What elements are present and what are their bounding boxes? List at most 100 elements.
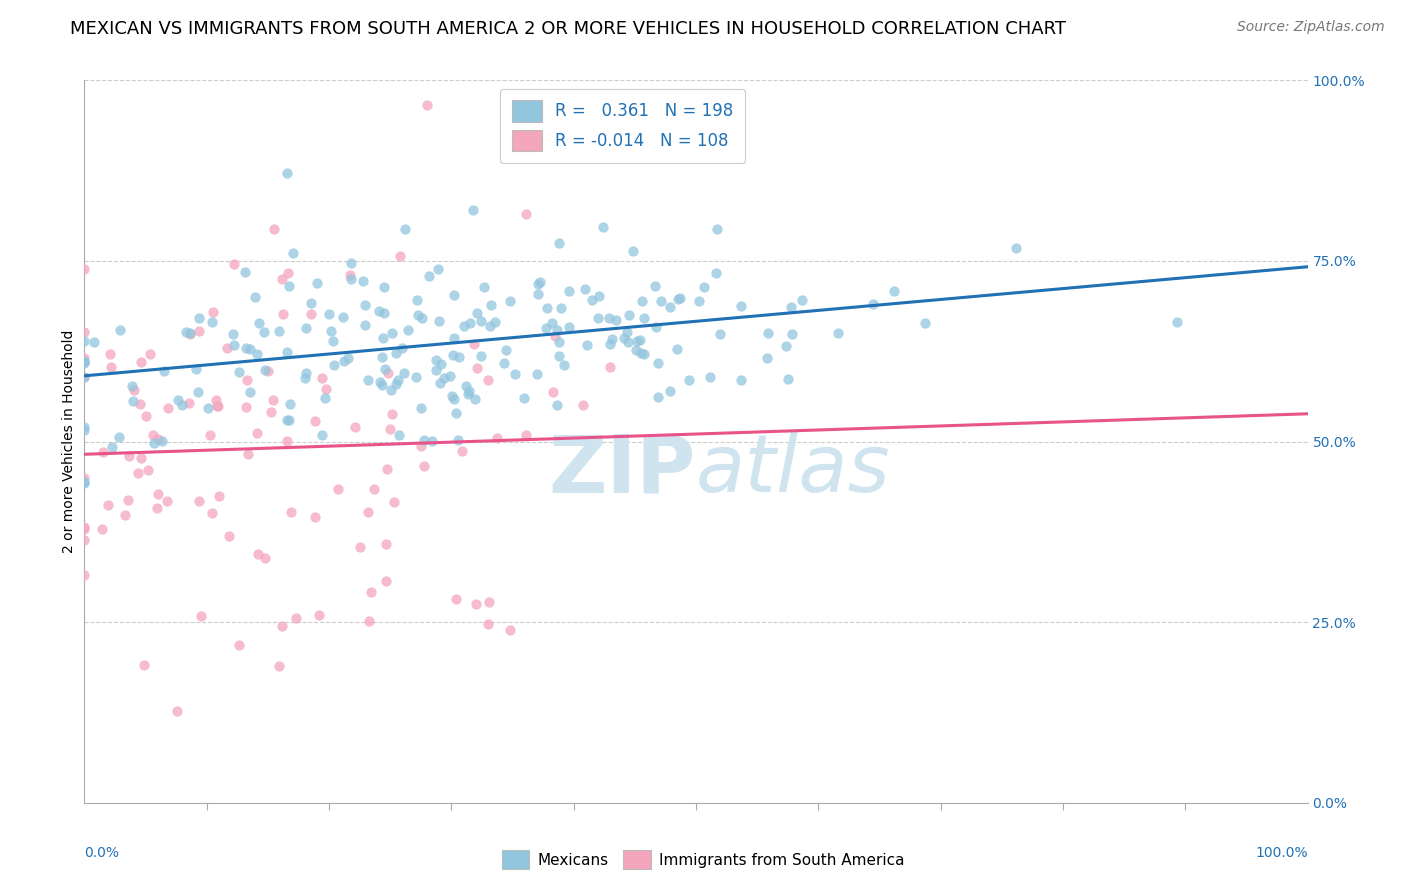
Point: [416, 98, 439, 112]
Point: [373, 280, 395, 294]
Point: [129, 397, 152, 411]
Point: [172, 398, 194, 412]
Point: [479, 298, 502, 312]
Point: [235, 400, 257, 414]
Point: [495, 343, 517, 357]
Text: atlas: atlas: [696, 432, 891, 509]
Point: [453, 319, 475, 334]
Point: [294, 321, 316, 335]
Point: [441, 348, 464, 362]
Point: [429, 376, 451, 390]
Point: [278, 397, 301, 411]
Point: [188, 324, 211, 338]
Point: [914, 316, 936, 330]
Point: [827, 326, 849, 341]
Point: [122, 383, 145, 397]
Point: [457, 386, 479, 401]
Point: [73, 568, 96, 582]
Point: [294, 371, 316, 385]
Point: [443, 288, 465, 302]
Point: [73, 475, 96, 490]
Point: [378, 422, 401, 436]
Point: [340, 256, 363, 270]
Point: [492, 356, 515, 370]
Point: [98, 347, 121, 361]
Point: [558, 320, 581, 334]
Point: [246, 425, 269, 440]
Point: [730, 373, 752, 387]
Point: [277, 279, 299, 293]
Point: [449, 351, 471, 365]
Legend: R =   0.361   N = 198, R = -0.014   N = 108: R = 0.361 N = 198, R = -0.014 N = 108: [501, 88, 745, 163]
Point: [142, 436, 165, 450]
Point: [208, 489, 231, 503]
Point: [709, 326, 731, 341]
Point: [228, 638, 250, 652]
Point: [644, 278, 666, 293]
Point: [146, 486, 169, 500]
Point: [305, 276, 328, 290]
Point: [613, 331, 636, 345]
Point: [146, 432, 169, 446]
Point: [179, 327, 201, 342]
Point: [586, 311, 609, 326]
Point: [267, 324, 290, 338]
Point: [576, 338, 599, 352]
Point: [270, 619, 292, 633]
Point: [470, 349, 492, 363]
Point: [337, 351, 360, 365]
Point: [118, 449, 141, 463]
Point: [187, 493, 209, 508]
Point: [780, 326, 803, 341]
Point: [73, 520, 96, 534]
Point: [394, 366, 416, 380]
Point: [621, 244, 644, 258]
Point: [280, 505, 302, 519]
Point: [704, 266, 727, 280]
Point: [122, 393, 145, 408]
Point: [73, 355, 96, 369]
Point: [340, 272, 363, 286]
Point: [132, 658, 155, 673]
Point: [658, 384, 681, 398]
Point: [665, 343, 688, 357]
Point: [263, 221, 285, 235]
Point: [157, 401, 180, 415]
Point: [354, 318, 377, 333]
Point: [73, 423, 96, 437]
Point: [370, 376, 392, 390]
Point: [247, 548, 270, 562]
Point: [451, 443, 474, 458]
Point: [433, 370, 456, 384]
Point: [246, 347, 269, 361]
Point: [318, 307, 340, 321]
Point: [599, 359, 621, 374]
Point: [129, 355, 152, 369]
Point: [235, 341, 257, 355]
Point: [792, 293, 814, 308]
Point: [135, 409, 157, 423]
Point: [188, 310, 211, 325]
Point: [883, 285, 905, 299]
Point: [384, 346, 406, 360]
Point: [322, 334, 344, 349]
Point: [381, 407, 404, 421]
Point: [311, 428, 333, 442]
Point: [304, 414, 326, 428]
Point: [197, 401, 219, 415]
Point: [257, 364, 280, 378]
Point: [465, 360, 488, 375]
Point: [650, 293, 672, 308]
Point: [548, 349, 571, 363]
Point: [271, 307, 294, 321]
Point: [321, 324, 343, 338]
Point: [430, 357, 453, 371]
Text: Source: ZipAtlas.com: Source: ZipAtlas.com: [1237, 20, 1385, 34]
Point: [276, 345, 298, 359]
Point: [153, 364, 176, 378]
Point: [546, 323, 568, 337]
Point: [439, 368, 461, 383]
Point: [308, 608, 330, 623]
Point: [540, 316, 562, 330]
Point: [239, 384, 262, 399]
